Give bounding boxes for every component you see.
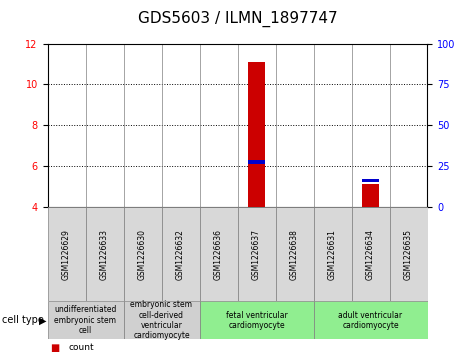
Bar [352,207,390,301]
Text: GSM1226635: GSM1226635 [404,229,413,280]
Bar [314,207,352,301]
Text: ■: ■ [50,343,59,353]
Text: embryonic stem
cell-derived
ventricular
cardiomyocyte: embryonic stem cell-derived ventricular … [131,300,192,340]
Text: GSM1226629: GSM1226629 [62,229,71,280]
Text: adult ventricular
cardiomyocyte: adult ventricular cardiomyocyte [338,311,403,330]
Bar [124,301,200,339]
Text: GSM1226637: GSM1226637 [252,229,261,280]
Text: GSM1226638: GSM1226638 [290,229,299,280]
Bar [362,179,379,182]
Bar [248,160,265,164]
Bar [248,62,265,207]
Text: cell type: cell type [2,315,44,325]
Text: ▶: ▶ [39,315,47,325]
Bar [200,207,238,301]
Text: undifferentiated
embryonic stem
cell: undifferentiated embryonic stem cell [54,305,117,335]
Bar [86,207,124,301]
Bar [362,184,379,207]
Bar [48,207,86,301]
Bar [276,207,314,301]
Text: GSM1226632: GSM1226632 [176,229,185,280]
Text: GSM1226631: GSM1226631 [328,229,337,280]
Bar [124,207,162,301]
Bar [48,301,124,339]
Text: fetal ventricular
cardiomyocyte: fetal ventricular cardiomyocyte [226,311,287,330]
Bar [238,207,276,301]
Text: GSM1226633: GSM1226633 [100,229,109,280]
Text: GSM1226634: GSM1226634 [366,229,375,280]
Text: GSM1226630: GSM1226630 [138,229,147,280]
Bar [314,301,428,339]
Text: GSM1226636: GSM1226636 [214,229,223,280]
Text: GDS5603 / ILMN_1897747: GDS5603 / ILMN_1897747 [138,11,337,27]
Text: count: count [69,343,95,352]
Bar [200,301,314,339]
Bar [390,207,428,301]
Bar [162,207,199,301]
